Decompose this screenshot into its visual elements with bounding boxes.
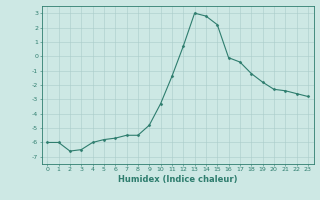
X-axis label: Humidex (Indice chaleur): Humidex (Indice chaleur) — [118, 175, 237, 184]
